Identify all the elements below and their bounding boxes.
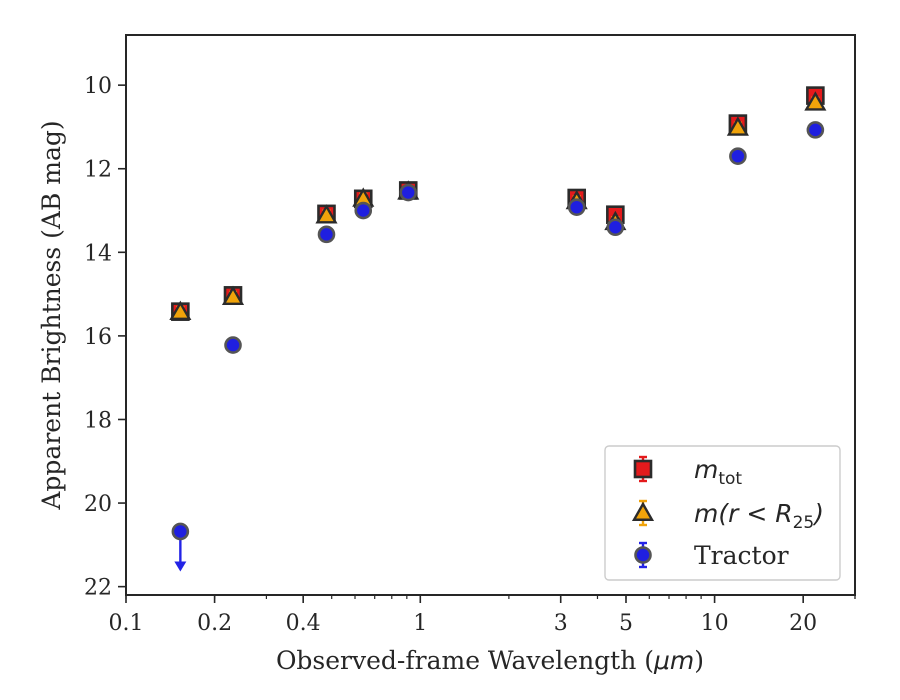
data-point (729, 147, 747, 165)
y-tick-label: 18 (84, 408, 112, 433)
legend-label-main: m(r < R (694, 499, 793, 528)
x-tick-label: 1 (413, 611, 427, 636)
legend-marker (634, 546, 652, 564)
data-point (171, 522, 190, 541)
legend: mtot m(r < R25) Tractor (604, 445, 841, 581)
legend-label-sub: 25 (793, 513, 815, 533)
x-tick-label: 3 (554, 611, 568, 636)
data-point (806, 121, 825, 139)
x-tick-label: 0.2 (197, 611, 232, 636)
y-tick-label: 14 (84, 241, 112, 266)
upper-limit-arrowhead (174, 561, 187, 572)
legend-label-main: Tractor (694, 541, 789, 570)
x-tick-label: 20 (789, 611, 817, 636)
y-tick-label: 10 (84, 74, 112, 99)
legend-marker (631, 501, 655, 521)
legend-marker (633, 459, 653, 479)
x-tick-label: 0.1 (109, 611, 144, 636)
y-axis-label: Apparent Brightness (AB mag) (37, 120, 66, 510)
x-tick-label: 5 (619, 611, 633, 636)
data-point (567, 198, 586, 216)
y-tick-label: 16 (84, 325, 112, 350)
data-point (726, 116, 749, 136)
data-point (606, 218, 625, 237)
data-point (354, 201, 373, 220)
data-point (317, 225, 336, 244)
data-point (399, 183, 418, 202)
legend-box (604, 445, 841, 581)
data-point (169, 300, 192, 321)
legend-label-sub: tot (718, 469, 742, 489)
legend-label: Tractor (694, 541, 789, 570)
legend-label-tail: ) (812, 499, 824, 528)
x-tick-label: 10 (701, 611, 729, 636)
data-series (169, 86, 827, 572)
plot-frame (125, 34, 856, 596)
data-point (315, 204, 338, 224)
data-point (221, 285, 245, 305)
y-tick-label: 20 (84, 492, 112, 517)
data-point (224, 336, 242, 354)
x-axis-label: Observed-frame Wavelength (μm) (276, 646, 704, 675)
legend-label: mtot (694, 455, 742, 489)
legend-label: m(r < R25) (694, 499, 824, 533)
legend-label-main: m (694, 455, 718, 484)
y-tick-label: 22 (84, 576, 112, 601)
data-point (804, 91, 827, 111)
series-circle (171, 121, 825, 572)
y-axis: 10 12 14 16 18 20 22 (84, 74, 126, 601)
x-axis: 0.1 0.2 0.4 1 3 5 10 20 (109, 595, 856, 636)
x-tick-label: 0.4 (286, 611, 321, 636)
y-tick-label: 12 (84, 158, 112, 183)
